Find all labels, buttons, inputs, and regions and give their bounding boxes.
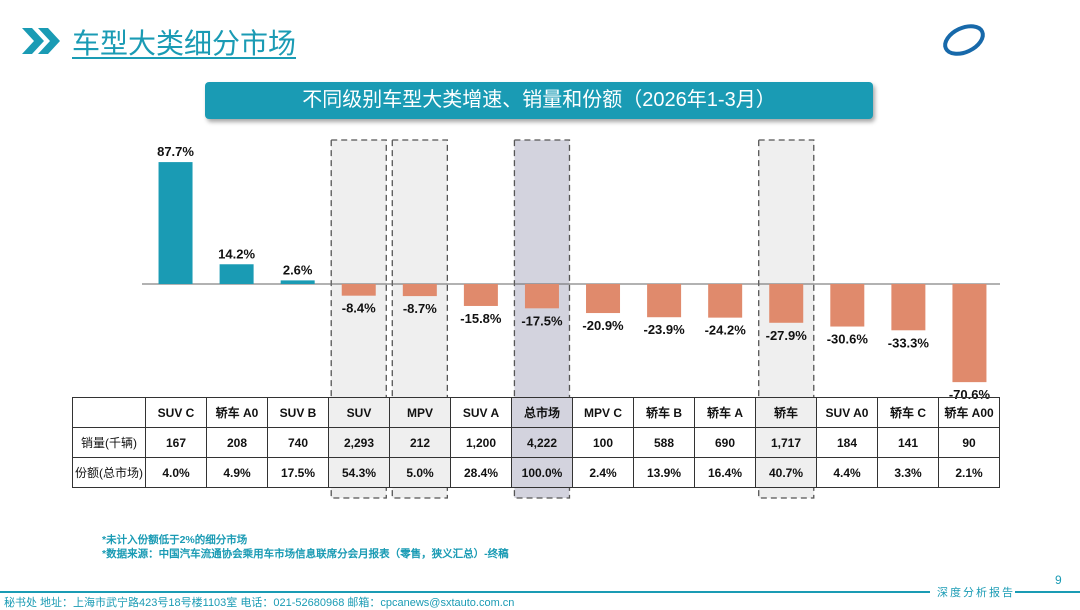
- divider: [0, 591, 930, 593]
- row-label: 销量(千辆): [72, 427, 146, 458]
- bar: [708, 284, 743, 318]
- share-cell: 4.4%: [816, 457, 878, 488]
- column-header: SUV B: [267, 397, 329, 428]
- row-label: 份额(总市场): [72, 457, 146, 488]
- data-label: 2.6%: [283, 262, 313, 277]
- column-header: MPV C: [572, 397, 634, 428]
- column-header: SUV C: [145, 397, 207, 428]
- cpca-logo: [940, 18, 1060, 62]
- divider: [1015, 591, 1080, 593]
- bar: [158, 162, 193, 284]
- note: *数据来源：中国汽车流通协会乘用车市场信息联席分会月报表（零售，狭义汇总）-终稿: [102, 548, 509, 560]
- data-label: -8.4%: [342, 301, 376, 316]
- data-label: -33.3%: [888, 335, 930, 350]
- sales-cell: 588: [633, 427, 695, 458]
- share-cell: 40.7%: [755, 457, 817, 488]
- share-cell: 54.3%: [328, 457, 390, 488]
- corner-cell: [72, 397, 146, 428]
- share-cell: 4.9%: [206, 457, 268, 488]
- data-label: -24.2%: [705, 323, 747, 338]
- column-header: 轿车: [755, 397, 817, 428]
- data-label: -15.8%: [460, 311, 502, 326]
- column-header: 轿车 A: [694, 397, 756, 428]
- column-header: SUV: [328, 397, 390, 428]
- share-cell: 13.9%: [633, 457, 695, 488]
- sales-cell: 740: [267, 427, 329, 458]
- data-label: -17.5%: [521, 313, 563, 328]
- bar: [586, 284, 621, 314]
- sales-cell: 184: [816, 427, 878, 458]
- share-cell: 28.4%: [450, 457, 512, 488]
- bar: [402, 284, 437, 297]
- sales-cell: 167: [145, 427, 207, 458]
- page-number: 9: [1055, 573, 1062, 587]
- data-label: -30.6%: [827, 332, 869, 347]
- data-label: 87.7%: [157, 144, 194, 159]
- bar: [830, 284, 865, 327]
- share-cell: 2.4%: [572, 457, 634, 488]
- sales-cell: 690: [694, 427, 756, 458]
- bar: [341, 284, 376, 296]
- share-cell: 3.3%: [877, 457, 939, 488]
- sales-cell: 100: [572, 427, 634, 458]
- column-header: MPV: [389, 397, 451, 428]
- sales-cell: 212: [389, 427, 451, 458]
- column-header: SUV A: [450, 397, 512, 428]
- data-label: 14.2%: [218, 246, 255, 261]
- sales-cell: 2,293: [328, 427, 390, 458]
- column-header: SUV A0: [816, 397, 878, 428]
- column-header: 轿车 A0: [206, 397, 268, 428]
- data-label: -23.9%: [643, 322, 685, 337]
- sales-cell: 1,717: [755, 427, 817, 458]
- data-table: SUV C 轿车 A0 SUV B SUV MPV SUV A 总市场 MPV C 轿车 B 轿车…: [72, 397, 1000, 488]
- share-cell: 100.0%: [511, 457, 573, 488]
- share-cell: 16.4%: [694, 457, 756, 488]
- data-label: -27.9%: [766, 328, 808, 343]
- sales-cell: 90: [938, 427, 1000, 458]
- bar: [769, 284, 804, 323]
- data-label: -8.7%: [403, 301, 437, 316]
- bar: [524, 284, 559, 309]
- chart-banner-title: 不同级别车型大类增速、销量和份额（2026年1-3月）: [205, 82, 873, 119]
- footer-text: 秘书处 地址：上海市武宁路423号18号楼1103室 电话：021-526809…: [4, 597, 515, 609]
- bar: [891, 284, 926, 331]
- share-cell: 4.0%: [145, 457, 207, 488]
- bar: [219, 264, 254, 284]
- column-header: 轿车 C: [877, 397, 939, 428]
- sales-cell: 4,222: [511, 427, 573, 458]
- bar: [463, 284, 498, 306]
- bar: [952, 284, 987, 383]
- share-cell: 2.1%: [938, 457, 1000, 488]
- column-header: 轿车 A00: [938, 397, 1000, 428]
- sales-cell: 208: [206, 427, 268, 458]
- share-cell: 17.5%: [267, 457, 329, 488]
- double-chevron-right-icon: [22, 28, 60, 54]
- column-header: 轿车 B: [633, 397, 695, 428]
- column-header: 总市场: [511, 397, 573, 428]
- sales-cell: 141: [877, 427, 939, 458]
- share-cell: 5.0%: [389, 457, 451, 488]
- data-label: -20.9%: [582, 318, 624, 333]
- page-title: 车型大类细分市场: [72, 28, 297, 59]
- bar: [647, 284, 682, 318]
- note: *未计入份额低于2%的细分市场: [102, 534, 248, 546]
- footer-tag: 深度分析报告: [937, 587, 1015, 599]
- sales-cell: 1,200: [450, 427, 512, 458]
- bar: [280, 280, 315, 284]
